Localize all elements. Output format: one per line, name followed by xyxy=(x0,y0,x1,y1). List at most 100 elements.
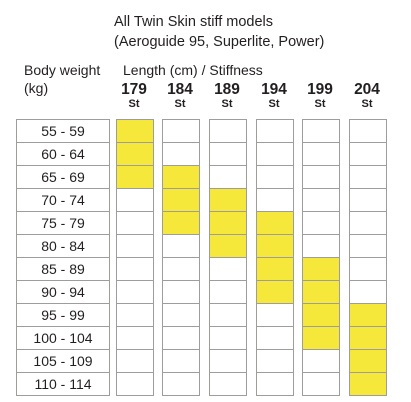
stiffness-label: St xyxy=(128,98,140,110)
empty-cell xyxy=(350,211,386,234)
empty-cell xyxy=(210,257,246,280)
weight-range-label: 60 - 64 xyxy=(17,142,109,165)
empty-cell xyxy=(210,142,246,165)
empty-cell xyxy=(257,303,293,326)
empty-cell xyxy=(117,326,153,349)
recommended-cell xyxy=(303,303,339,326)
empty-cell xyxy=(303,211,339,234)
recommended-cell xyxy=(350,349,386,372)
length-value: 179 xyxy=(121,81,147,98)
empty-cell xyxy=(303,165,339,188)
weight-column: 55 - 59 60 - 64 65 - 69 70 - 74 75 - 79 80 - … xyxy=(16,119,110,396)
weight-range-label: 95 - 99 xyxy=(17,303,109,326)
empty-cell xyxy=(210,326,246,349)
empty-cell xyxy=(210,165,246,188)
weight-range-label: 75 - 79 xyxy=(17,211,109,234)
recommended-cell xyxy=(117,165,153,188)
empty-cell xyxy=(117,372,153,395)
length-value: 184 xyxy=(167,81,193,98)
empty-cell xyxy=(350,142,386,165)
body-weight-header: Body weight (kg) xyxy=(24,61,100,97)
length-value: 189 xyxy=(214,81,240,98)
length-179-column xyxy=(116,119,154,396)
empty-cell xyxy=(350,188,386,211)
recommended-cell xyxy=(350,372,386,395)
chart-title: All Twin Skin stiff models (Aeroguide 95… xyxy=(114,12,324,52)
weight-range-label: 100 - 104 xyxy=(17,326,109,349)
empty-cell xyxy=(163,234,199,257)
empty-cell xyxy=(303,349,339,372)
recommended-cell xyxy=(117,142,153,165)
length-189-header: 189 St xyxy=(209,81,245,110)
body-weight-unit: (kg) xyxy=(24,80,49,96)
recommended-cell xyxy=(210,211,246,234)
empty-cell xyxy=(350,120,386,142)
empty-cell xyxy=(350,280,386,303)
recommended-cell xyxy=(303,280,339,303)
weight-range-label: 55 - 59 xyxy=(41,123,85,139)
length-194-column xyxy=(256,119,294,396)
stiffness-label: St xyxy=(361,98,373,110)
recommended-cell xyxy=(163,165,199,188)
length-194-header: 194 St xyxy=(256,81,292,110)
empty-cell xyxy=(210,372,246,395)
empty-cell xyxy=(163,142,199,165)
body-weight-label: Body weight xyxy=(24,62,101,78)
weight-range-label: 85 - 89 xyxy=(17,257,109,280)
empty-cell xyxy=(117,303,153,326)
empty-cell xyxy=(210,280,246,303)
empty-cell xyxy=(163,349,199,372)
weight-range-label: 65 - 69 xyxy=(17,165,109,188)
recommended-cell xyxy=(257,280,293,303)
stiffness-label: St xyxy=(268,98,280,110)
length-value: 204 xyxy=(354,81,380,98)
stiffness-label: St xyxy=(221,98,233,110)
empty-cell xyxy=(163,326,199,349)
empty-cell xyxy=(210,303,246,326)
empty-cell xyxy=(257,120,293,142)
weight-range-label: 90 - 94 xyxy=(17,280,109,303)
length-179-header: 179 St xyxy=(116,81,152,110)
empty-cell xyxy=(303,234,339,257)
empty-cell xyxy=(163,257,199,280)
title-line-1: All Twin Skin stiff models xyxy=(114,14,274,30)
recommended-cell xyxy=(303,326,339,349)
recommended-cell xyxy=(163,188,199,211)
empty-cell xyxy=(257,142,293,165)
empty-cell xyxy=(163,303,199,326)
recommended-cell xyxy=(303,257,339,280)
empty-cell xyxy=(117,234,153,257)
empty-cell xyxy=(350,257,386,280)
recommended-cell xyxy=(210,188,246,211)
empty-cell xyxy=(257,165,293,188)
empty-cell xyxy=(117,211,153,234)
length-184-column xyxy=(162,119,200,396)
length-204-column xyxy=(349,119,387,396)
recommended-cell xyxy=(350,326,386,349)
length-204-header: 204 St xyxy=(349,81,385,110)
length-value: 194 xyxy=(261,81,287,98)
recommended-cell xyxy=(257,211,293,234)
weight-range-label: 110 - 114 xyxy=(17,372,109,395)
length-stiffness-header: Length (cm) / Stiffness xyxy=(123,62,263,78)
weight-range-label: 105 - 109 xyxy=(17,349,109,372)
title-line-2: (Aeroguide 95, Superlite, Power) xyxy=(114,34,325,50)
stiffness-label: St xyxy=(314,98,326,110)
empty-cell xyxy=(350,165,386,188)
length-184-header: 184 St xyxy=(162,81,198,110)
empty-cell xyxy=(117,280,153,303)
weight-range-label: 80 - 84 xyxy=(17,234,109,257)
recommended-cell xyxy=(117,120,153,142)
empty-cell xyxy=(163,120,199,142)
empty-cell xyxy=(257,372,293,395)
empty-cell xyxy=(257,188,293,211)
empty-cell xyxy=(303,142,339,165)
recommended-cell xyxy=(257,234,293,257)
empty-cell xyxy=(257,326,293,349)
empty-cell xyxy=(163,372,199,395)
recommended-cell xyxy=(210,234,246,257)
empty-cell xyxy=(163,280,199,303)
length-189-column xyxy=(209,119,247,396)
empty-cell xyxy=(210,120,246,142)
empty-cell xyxy=(303,120,339,142)
